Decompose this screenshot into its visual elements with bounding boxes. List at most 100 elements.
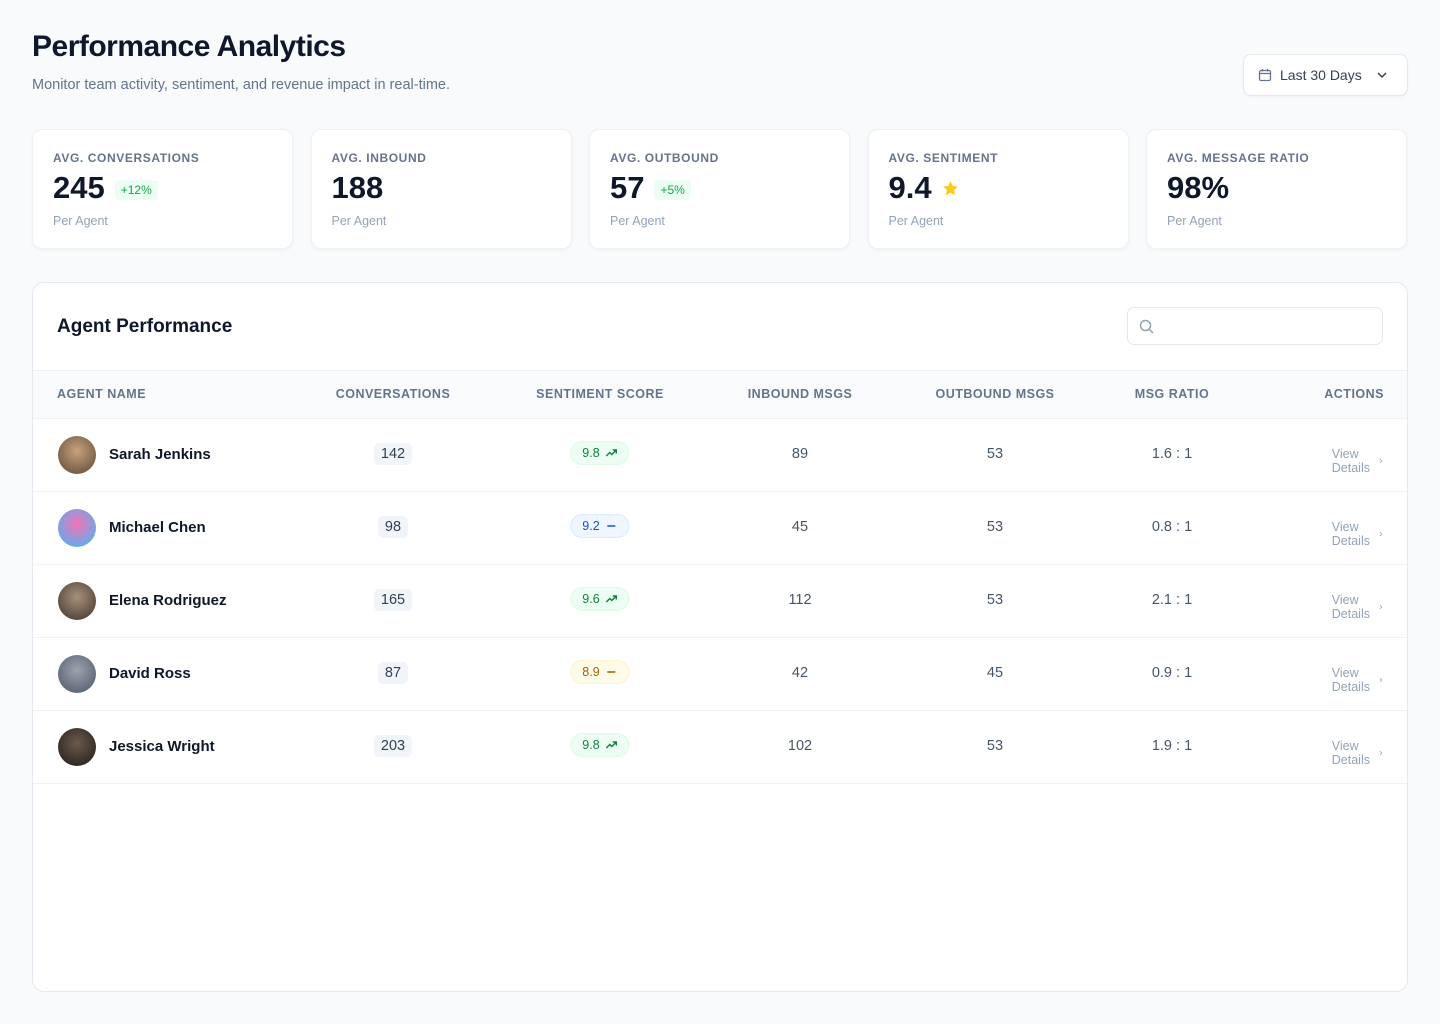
stat-card: AVG. SENTIMENT 9.4 Per Agent <box>867 129 1129 249</box>
sentiment-badge: 9.8 <box>570 733 630 757</box>
conversations: 87 <box>377 662 409 684</box>
avatar <box>58 728 96 766</box>
inbound: 89 <box>791 446 809 462</box>
trend-up-icon <box>606 449 618 457</box>
avatar <box>58 582 96 620</box>
stat-note: Per Agent <box>1167 214 1222 228</box>
date-range-label: Last 30 Days <box>1280 67 1362 83</box>
view-details-label: View Details <box>1331 520 1370 548</box>
column-header: MSG RATIO <box>1134 387 1210 401</box>
outbound: 53 <box>986 446 1004 462</box>
view-details-link[interactable]: View Details <box>1332 593 1384 621</box>
stat-label: AVG. MESSAGE RATIO <box>1167 151 1310 165</box>
column-header: SENTIMENT SCORE <box>536 387 664 401</box>
sentiment-score: 8.9 <box>582 665 600 679</box>
stat-value-row: 9.4 <box>889 170 959 206</box>
msg-ratio: 0.9 : 1 <box>1151 665 1193 681</box>
stat-value-row: 188 <box>332 170 384 206</box>
chevron-right <box>1379 677 1383 683</box>
view-details-link[interactable]: View Details <box>1332 520 1384 548</box>
avatar <box>58 436 96 474</box>
msg-ratio: 1.9 : 1 <box>1151 738 1193 754</box>
sentiment-score: 9.6 <box>582 592 600 606</box>
sentiment-score: 9.8 <box>582 738 600 752</box>
agent-name: Jessica Wright <box>109 738 215 755</box>
outbound: 45 <box>986 665 1004 681</box>
stat-card: AVG. MESSAGE RATIO 98% Per Agent <box>1146 129 1407 249</box>
conversations: 203 <box>373 735 413 757</box>
view-details-link[interactable]: View Details <box>1332 666 1384 694</box>
chevron-right <box>1379 604 1383 610</box>
avatar <box>58 655 96 693</box>
subtitle: Monitor team activity, sentiment, and re… <box>32 77 450 93</box>
view-details-link[interactable]: View Details <box>1332 447 1384 475</box>
table-row: David Ross 87 8.9 42 45 0.9 : 1 View Details <box>33 638 1407 711</box>
agent-name: Michael Chen <box>109 519 206 536</box>
sentiment-score: 9.8 <box>582 446 600 460</box>
table-panel: Agent Performance AGENT NAME CONVERSATION… <box>32 282 1408 992</box>
column-header: CONVERSATIONS <box>335 387 451 401</box>
table-title: Agent Performance <box>57 316 233 337</box>
stat-value-row: 98% <box>1167 170 1229 206</box>
stat-card: AVG. OUTBOUND 57 +5% Per Agent <box>589 129 850 249</box>
search-icon <box>1139 319 1154 334</box>
outbound: 53 <box>986 738 1004 754</box>
view-details-label: View Details <box>1331 447 1370 475</box>
view-details-label: View Details <box>1331 739 1370 767</box>
column-header: OUTBOUND MSGS <box>935 387 1055 401</box>
stat-value: 57 <box>610 170 645 205</box>
stat-note: Per Agent <box>53 214 108 228</box>
stat-value-row: 57 +5% <box>610 170 691 206</box>
stat-label: AVG. OUTBOUND <box>610 151 719 165</box>
msg-ratio: 2.1 : 1 <box>1151 592 1193 608</box>
msg-ratio: 1.6 : 1 <box>1151 446 1193 462</box>
stat-delta: +12% <box>114 180 158 200</box>
column-header: ACTIONS <box>1324 387 1384 401</box>
table-row: Sarah Jenkins 142 9.8 89 53 1.6 : 1 View Detai… <box>33 419 1407 492</box>
msg-ratio: 0.8 : 1 <box>1151 519 1193 535</box>
star-icon <box>942 180 958 195</box>
outbound: 53 <box>986 592 1004 608</box>
column-header: AGENT NAME <box>57 387 147 401</box>
chevron-right <box>1379 750 1383 756</box>
page-title: Performance Analytics <box>32 30 346 63</box>
inbound: 45 <box>791 519 809 535</box>
stat-card: AVG. INBOUND 188 Per Agent <box>310 129 572 249</box>
stat-value-row: 245 +12% <box>53 170 158 206</box>
stat-note: Per Agent <box>331 214 387 228</box>
stat-value: 9.4 <box>888 170 932 205</box>
trend-up-icon <box>606 741 618 749</box>
stat-value: 98% <box>1167 170 1230 205</box>
table-row: Elena Rodriguez 165 9.6 112 53 2.1 : 1 View De… <box>33 565 1407 638</box>
stat-label: AVG. INBOUND <box>331 151 427 165</box>
view-details-link[interactable]: View Details <box>1332 739 1384 767</box>
inbound: 112 <box>788 592 812 608</box>
stat-note: Per Agent <box>610 214 665 228</box>
chevron-right <box>1379 531 1383 537</box>
stat-label: AVG. CONVERSATIONS <box>53 151 200 165</box>
table-row: Michael Chen 98 9.2 45 53 0.8 : 1 View Details <box>33 492 1407 565</box>
trend-flat-icon <box>607 525 616 527</box>
table-header: AGENT NAME CONVERSATIONS SENTIMENT SCORE IN… <box>33 370 1407 419</box>
stat-note: Per Agent <box>888 214 944 228</box>
conversations: 165 <box>373 589 413 611</box>
view-details-label: View Details <box>1331 666 1370 694</box>
agent-name: Sarah Jenkins <box>109 446 211 463</box>
sentiment-score: 9.2 <box>582 519 600 533</box>
search-input[interactable] <box>1127 307 1383 345</box>
sentiment-badge: 9.6 <box>570 587 630 611</box>
trend-up-icon <box>606 595 618 603</box>
stat-delta: +5% <box>654 180 691 200</box>
stat-value: 188 <box>331 170 384 205</box>
sentiment-badge: 9.8 <box>570 441 630 465</box>
chevron-right <box>1379 458 1383 464</box>
view-details-label: View Details <box>1331 593 1370 621</box>
column-header: INBOUND MSGS <box>747 387 853 401</box>
trend-flat-icon <box>607 671 616 673</box>
date-range-button[interactable]: Last 30 Days <box>1243 54 1408 96</box>
stat-label: AVG. SENTIMENT <box>888 151 999 165</box>
table-row: Jessica Wright 203 9.8 102 53 1.9 : 1 View Det… <box>33 711 1407 784</box>
calendar-icon <box>1258 69 1272 82</box>
agent-name: David Ross <box>109 665 191 682</box>
